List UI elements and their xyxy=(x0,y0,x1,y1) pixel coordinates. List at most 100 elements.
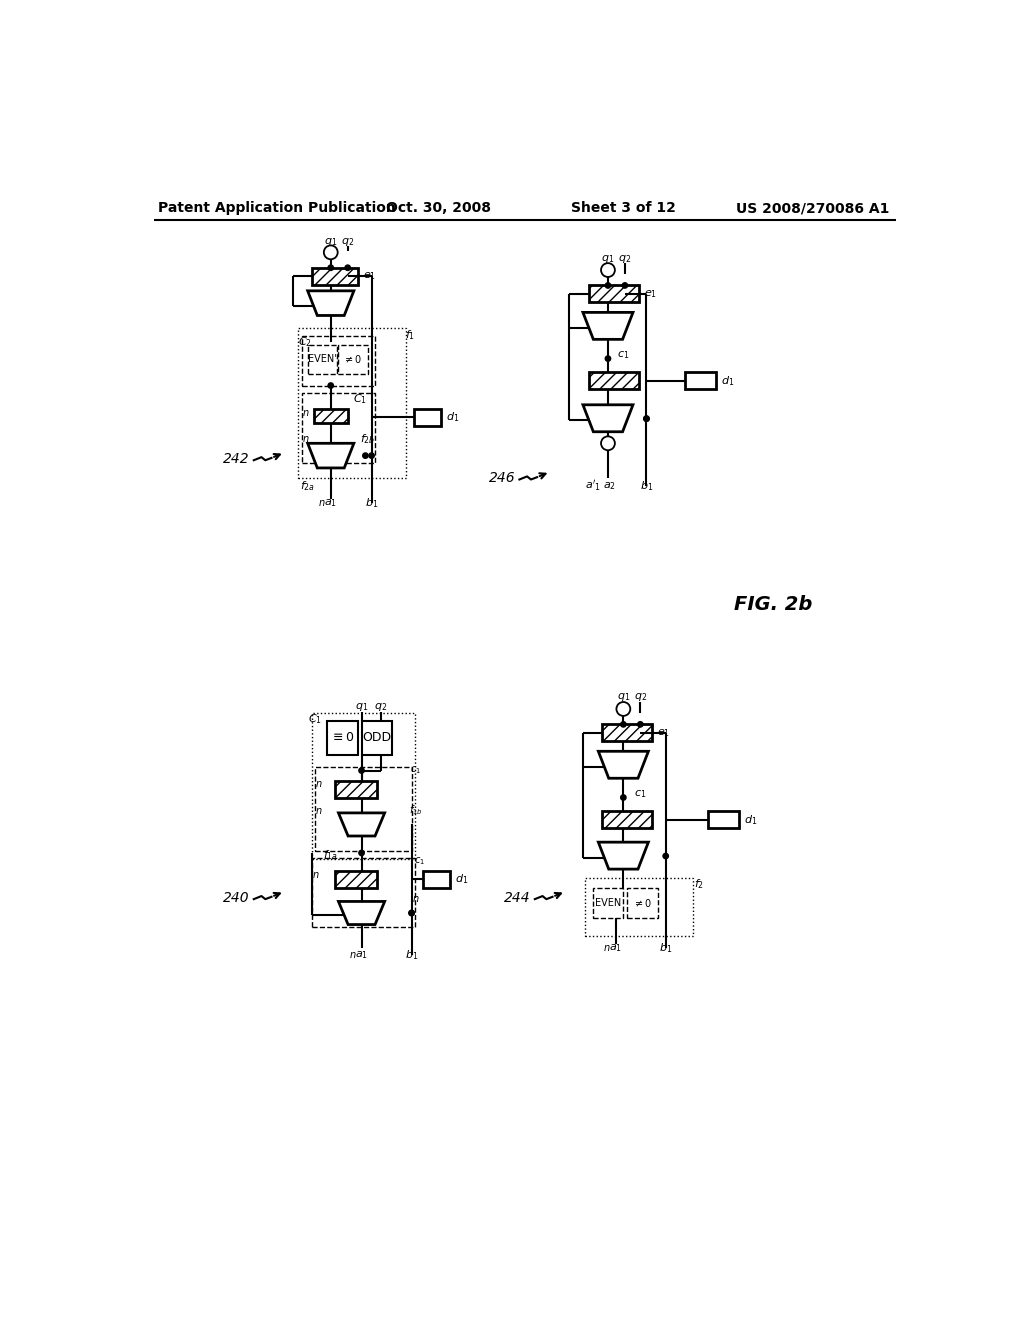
Text: $a_2$: $a_2$ xyxy=(603,479,616,491)
Circle shape xyxy=(601,437,614,450)
Bar xyxy=(311,713,416,859)
Bar xyxy=(602,812,652,829)
Text: $n$: $n$ xyxy=(603,942,610,953)
Polygon shape xyxy=(583,405,633,432)
Bar xyxy=(414,409,441,425)
Circle shape xyxy=(345,265,350,271)
Circle shape xyxy=(358,768,365,774)
Bar xyxy=(335,780,377,797)
Text: $n$: $n$ xyxy=(302,408,310,417)
Text: $q_1$: $q_1$ xyxy=(325,235,338,248)
Text: Sheet 3 of 12: Sheet 3 of 12 xyxy=(571,202,676,215)
Text: Oct. 30, 2008: Oct. 30, 2008 xyxy=(386,202,492,215)
Bar xyxy=(302,393,376,462)
Bar xyxy=(335,871,377,887)
Text: $q_2$: $q_2$ xyxy=(374,701,387,713)
Text: $b_1$: $b_1$ xyxy=(404,949,418,962)
Circle shape xyxy=(644,416,649,421)
Bar xyxy=(327,721,357,755)
Text: $C_2$: $C_2$ xyxy=(298,335,311,348)
Circle shape xyxy=(362,453,368,458)
Bar xyxy=(298,327,407,478)
Bar xyxy=(593,888,624,917)
Text: $\neq 0$: $\neq 0$ xyxy=(633,898,652,909)
Text: $e_1$: $e_1$ xyxy=(644,288,656,300)
Polygon shape xyxy=(598,842,648,869)
Circle shape xyxy=(409,911,415,916)
Bar xyxy=(585,878,692,936)
Text: Patent Application Publication: Patent Application Publication xyxy=(158,202,395,215)
Bar xyxy=(708,812,739,829)
Text: $q_2$: $q_2$ xyxy=(618,252,632,264)
Text: $a_1$: $a_1$ xyxy=(325,498,337,510)
Text: $n$: $n$ xyxy=(412,894,419,904)
Circle shape xyxy=(638,722,643,727)
Bar xyxy=(313,409,348,422)
Text: $f_{2b}$: $f_{2b}$ xyxy=(360,433,376,446)
Text: $n$: $n$ xyxy=(315,805,323,816)
Text: $d_1$: $d_1$ xyxy=(721,374,734,388)
Text: $C_1$: $C_1$ xyxy=(308,711,323,726)
Bar xyxy=(311,858,416,927)
Text: $b_1$: $b_1$ xyxy=(659,941,673,954)
Text: $d_1$: $d_1$ xyxy=(743,813,757,826)
Text: ODD: ODD xyxy=(362,731,391,744)
Polygon shape xyxy=(339,813,385,836)
Text: US 2008/270086 A1: US 2008/270086 A1 xyxy=(735,202,889,215)
Text: $\equiv 0$: $\equiv 0$ xyxy=(330,731,354,744)
Polygon shape xyxy=(583,313,633,339)
Bar xyxy=(589,372,639,389)
Polygon shape xyxy=(307,290,354,315)
Bar xyxy=(315,767,412,851)
Text: $c_1$: $c_1$ xyxy=(634,788,646,800)
Text: $d_1$: $d_1$ xyxy=(445,411,459,424)
Circle shape xyxy=(663,853,669,859)
Circle shape xyxy=(409,911,415,916)
Text: $f_{1a}$: $f_{1a}$ xyxy=(324,849,338,862)
Text: 246: 246 xyxy=(488,471,515,484)
Circle shape xyxy=(621,795,626,800)
Text: $c_1$: $c_1$ xyxy=(414,855,425,867)
Circle shape xyxy=(605,356,610,362)
Circle shape xyxy=(601,263,614,277)
Polygon shape xyxy=(598,751,648,779)
Polygon shape xyxy=(307,444,354,469)
Text: $q_2$: $q_2$ xyxy=(634,692,647,704)
Text: $c_1$: $c_1$ xyxy=(617,350,630,362)
Circle shape xyxy=(621,722,626,727)
Text: $c_1$: $c_1$ xyxy=(410,764,421,776)
Text: $e_1$: $e_1$ xyxy=(656,727,670,739)
Text: $n$: $n$ xyxy=(311,870,319,879)
Text: $n$: $n$ xyxy=(317,499,326,508)
Text: $q_1$: $q_1$ xyxy=(355,701,369,713)
Circle shape xyxy=(328,265,334,271)
Text: EVEN': EVEN' xyxy=(308,354,337,364)
Bar xyxy=(589,285,639,302)
Text: $f_{2a}$: $f_{2a}$ xyxy=(300,479,315,492)
Bar xyxy=(312,268,358,285)
Text: $d_1$: $d_1$ xyxy=(455,873,468,886)
Circle shape xyxy=(324,246,338,259)
Text: $q_2$: $q_2$ xyxy=(341,235,354,248)
Text: 244: 244 xyxy=(505,891,531,904)
Bar xyxy=(602,725,652,742)
Text: $n$: $n$ xyxy=(302,434,310,445)
Text: $b_1$: $b_1$ xyxy=(365,496,378,511)
Bar xyxy=(423,871,451,887)
Text: $n$: $n$ xyxy=(315,779,323,789)
Text: $C_1$: $C_1$ xyxy=(353,392,367,407)
Circle shape xyxy=(644,416,649,421)
Text: $a_1$: $a_1$ xyxy=(355,949,368,961)
Circle shape xyxy=(328,383,334,388)
Text: $q_1$: $q_1$ xyxy=(601,252,614,264)
Text: EVEN: EVEN xyxy=(595,898,622,908)
Bar xyxy=(361,721,392,755)
Text: $a_1$: $a_1$ xyxy=(609,941,623,953)
Text: $a'_1$: $a'_1$ xyxy=(585,478,601,494)
Bar xyxy=(307,345,337,374)
Bar xyxy=(302,335,376,385)
Bar xyxy=(685,372,716,389)
Circle shape xyxy=(616,702,631,715)
Text: $e_1$: $e_1$ xyxy=(362,271,376,282)
Text: 242: 242 xyxy=(223,451,250,466)
